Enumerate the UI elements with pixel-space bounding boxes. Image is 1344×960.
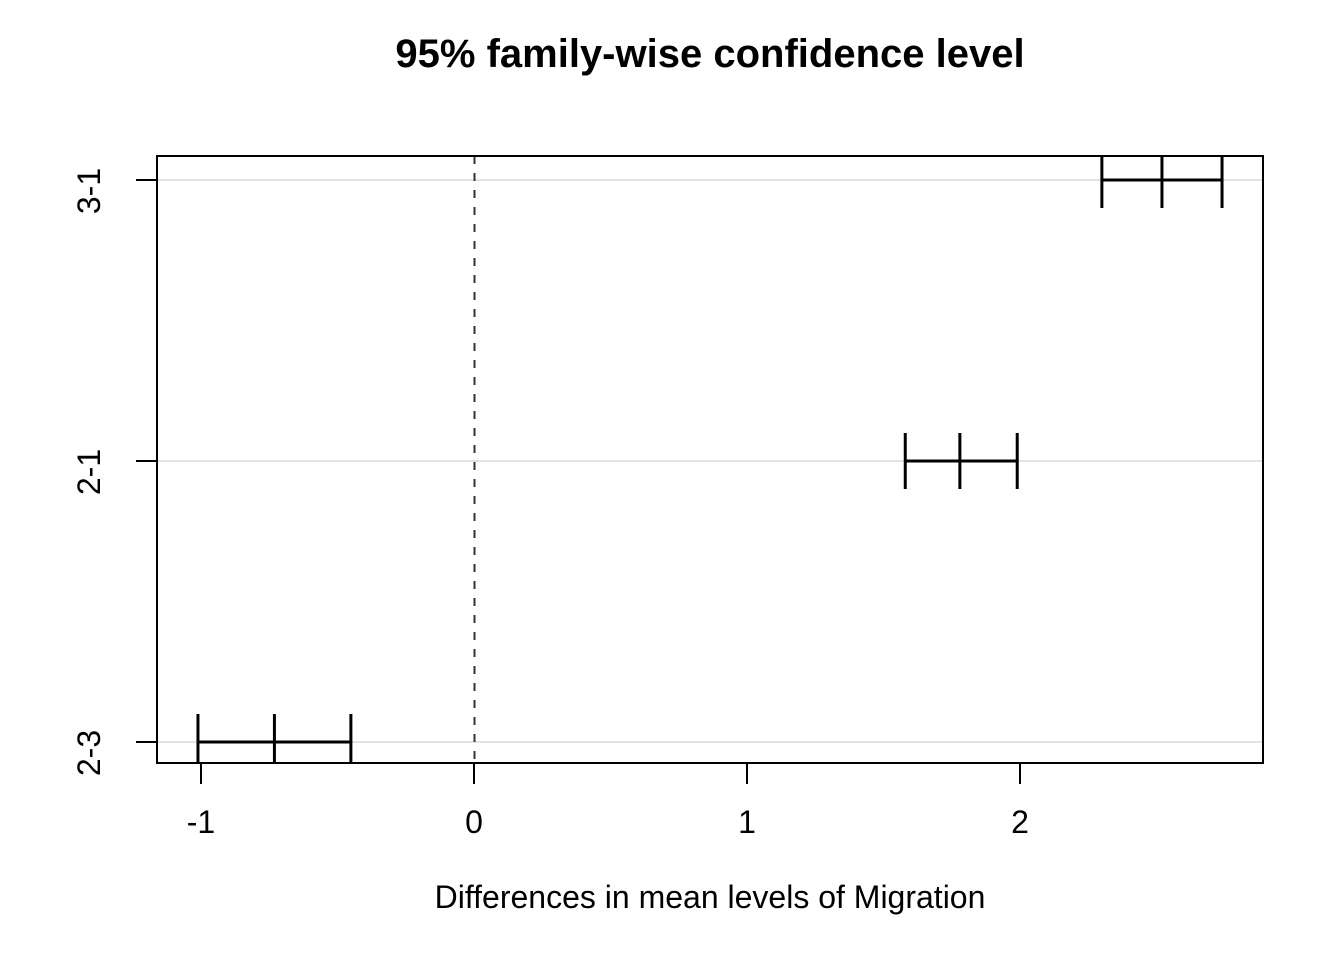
y-tick-label: 3-1 <box>71 168 107 214</box>
grid-layer <box>157 179 1263 743</box>
x-tick-label: 2 <box>1011 804 1029 840</box>
confidence-interval-layer <box>196 156 1224 763</box>
x-tick-label: 1 <box>738 804 756 840</box>
x-tick-label: 0 <box>465 804 483 840</box>
plot-border <box>156 155 1264 764</box>
chart-title: 95% family-wise confidence level <box>395 32 1024 76</box>
x-axis-label: Differences in mean levels of Migration <box>435 879 986 915</box>
y-tick-label: 2-3 <box>71 730 107 776</box>
x-tick-label: -1 <box>187 804 215 840</box>
axis-layer: -1 0 1 2 3-1 2-1 2-3 <box>71 155 1264 840</box>
y-tick-label: 2-1 <box>71 449 107 495</box>
